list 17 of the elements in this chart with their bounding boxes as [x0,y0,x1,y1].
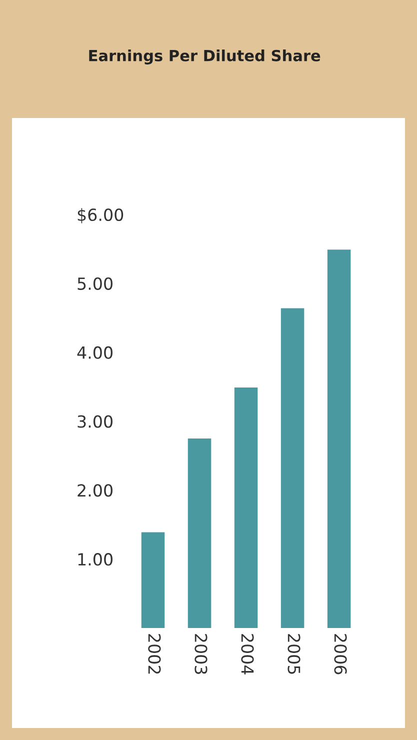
chart-title: Earnings Per Diluted Share [89,50,320,64]
y-tick-label: $6.00 [78,208,124,224]
x-tick-label: 2003 [194,634,208,674]
x-tick-label: 2004 [241,634,254,674]
x-tick-label: 2005 [288,634,300,674]
y-tick-label: 3.00 [78,415,112,428]
y-tick-label: 4.00 [77,346,112,359]
x-tick-label: 2002 [148,634,161,674]
bar [234,387,258,628]
x-tick-label: 2006 [334,634,347,674]
bar [141,532,165,628]
bar [280,308,304,628]
bar [327,250,351,628]
y-tick-label: 1.00 [78,553,112,566]
bar [188,438,212,628]
y-tick-label: 5.00 [78,277,112,290]
y-tick-label: 2.00 [78,484,112,497]
